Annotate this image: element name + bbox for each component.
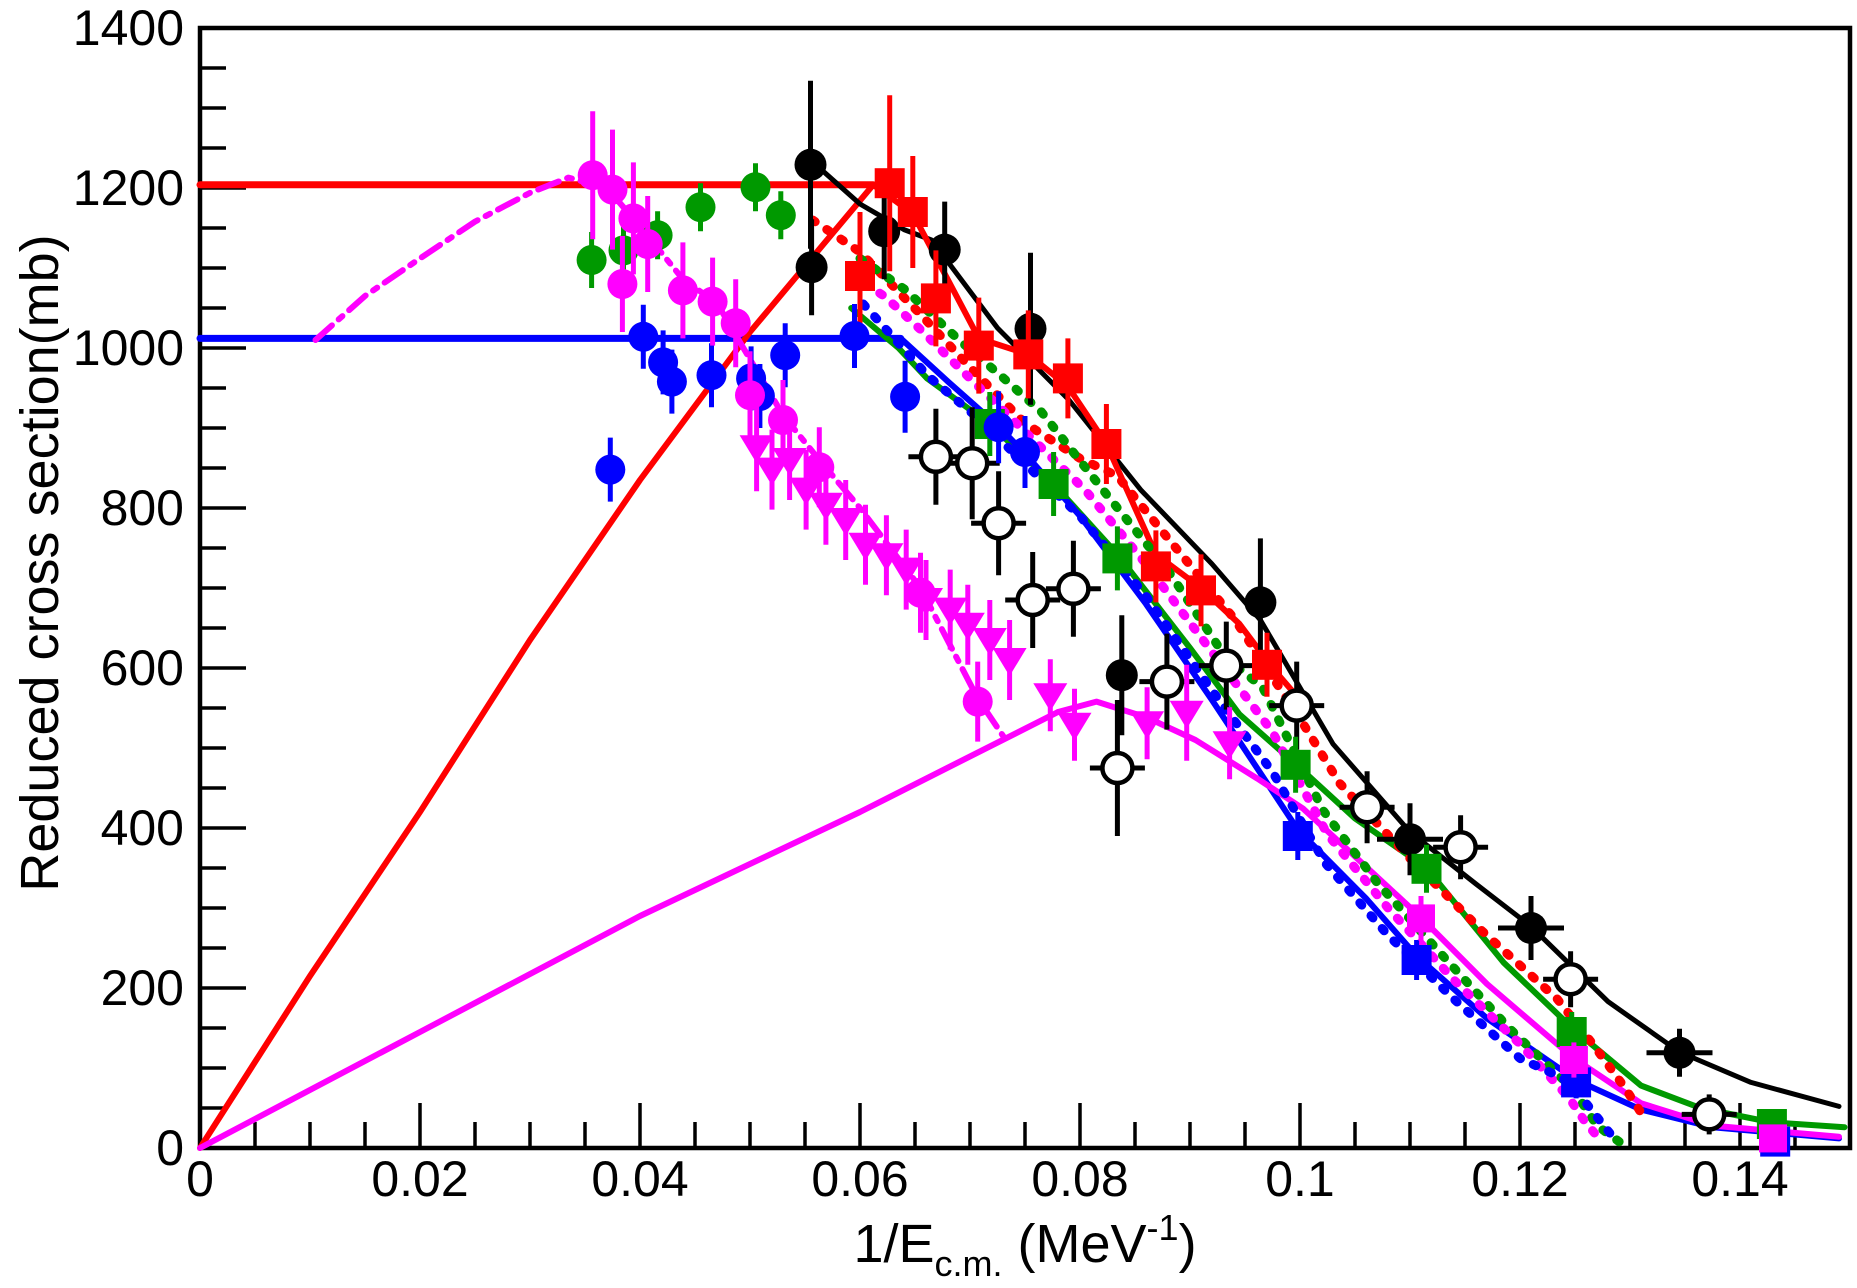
y-tick-labels: 0 200 400 600 800 1000 1200 1400 [73,0,184,1176]
series-black-circles [794,80,1713,1077]
y-tick-label: 0 [156,1120,184,1176]
axis-ticks [198,26,1852,1150]
y-axis-title: Reduced cross section(mb) [10,234,70,891]
line-red-dotted [808,215,1648,1121]
y-tick-label: 600 [101,640,184,696]
y-tick-label: 1200 [73,160,184,216]
series-magenta-triangles [739,403,1247,780]
line-magenta-dotted [861,279,1605,1145]
line-blue-curve [897,335,1842,1142]
y-tick-label: 1000 [73,320,184,376]
x-tick-label: 0.02 [371,1151,468,1207]
line-magenta-dashdot-peak [312,174,1012,747]
line-magenta-rise [197,709,1061,1151]
x-tick-label: 0.1 [1265,1151,1335,1207]
x-tick-label: 0.08 [1031,1151,1128,1207]
series-blue-circles [595,304,1040,502]
y-axis-title-text: Reduced cross section(mb) [10,234,70,891]
line-red-curve [870,181,1298,697]
x-tick-label: 0 [186,1151,214,1207]
x-axis-title-text: 1/Ec.m. (MeV-1) [853,1207,1196,1284]
x-tick-labels: 0 0.02 0.04 0.06 0.08 0.1 0.12 0.14 [186,1151,1789,1207]
y-tick-label: 400 [101,800,184,856]
x-tick-label: 0.06 [811,1151,908,1207]
series-magenta-squares [1407,896,1787,1153]
x-tick-label: 0.04 [591,1151,688,1207]
x-tick-label: 0.14 [1691,1151,1788,1207]
x-tick-label: 0.12 [1471,1151,1568,1207]
x-axis-title: 1/Ec.m. (MeV-1) [853,1207,1196,1284]
series-red-squares [845,95,1282,697]
series-open-circles [908,407,1737,1135]
y-tick-label: 800 [101,480,184,536]
line-red-rise [197,181,877,1151]
y-tick-label: 200 [101,960,184,1016]
y-tick-label: 1400 [73,0,184,56]
